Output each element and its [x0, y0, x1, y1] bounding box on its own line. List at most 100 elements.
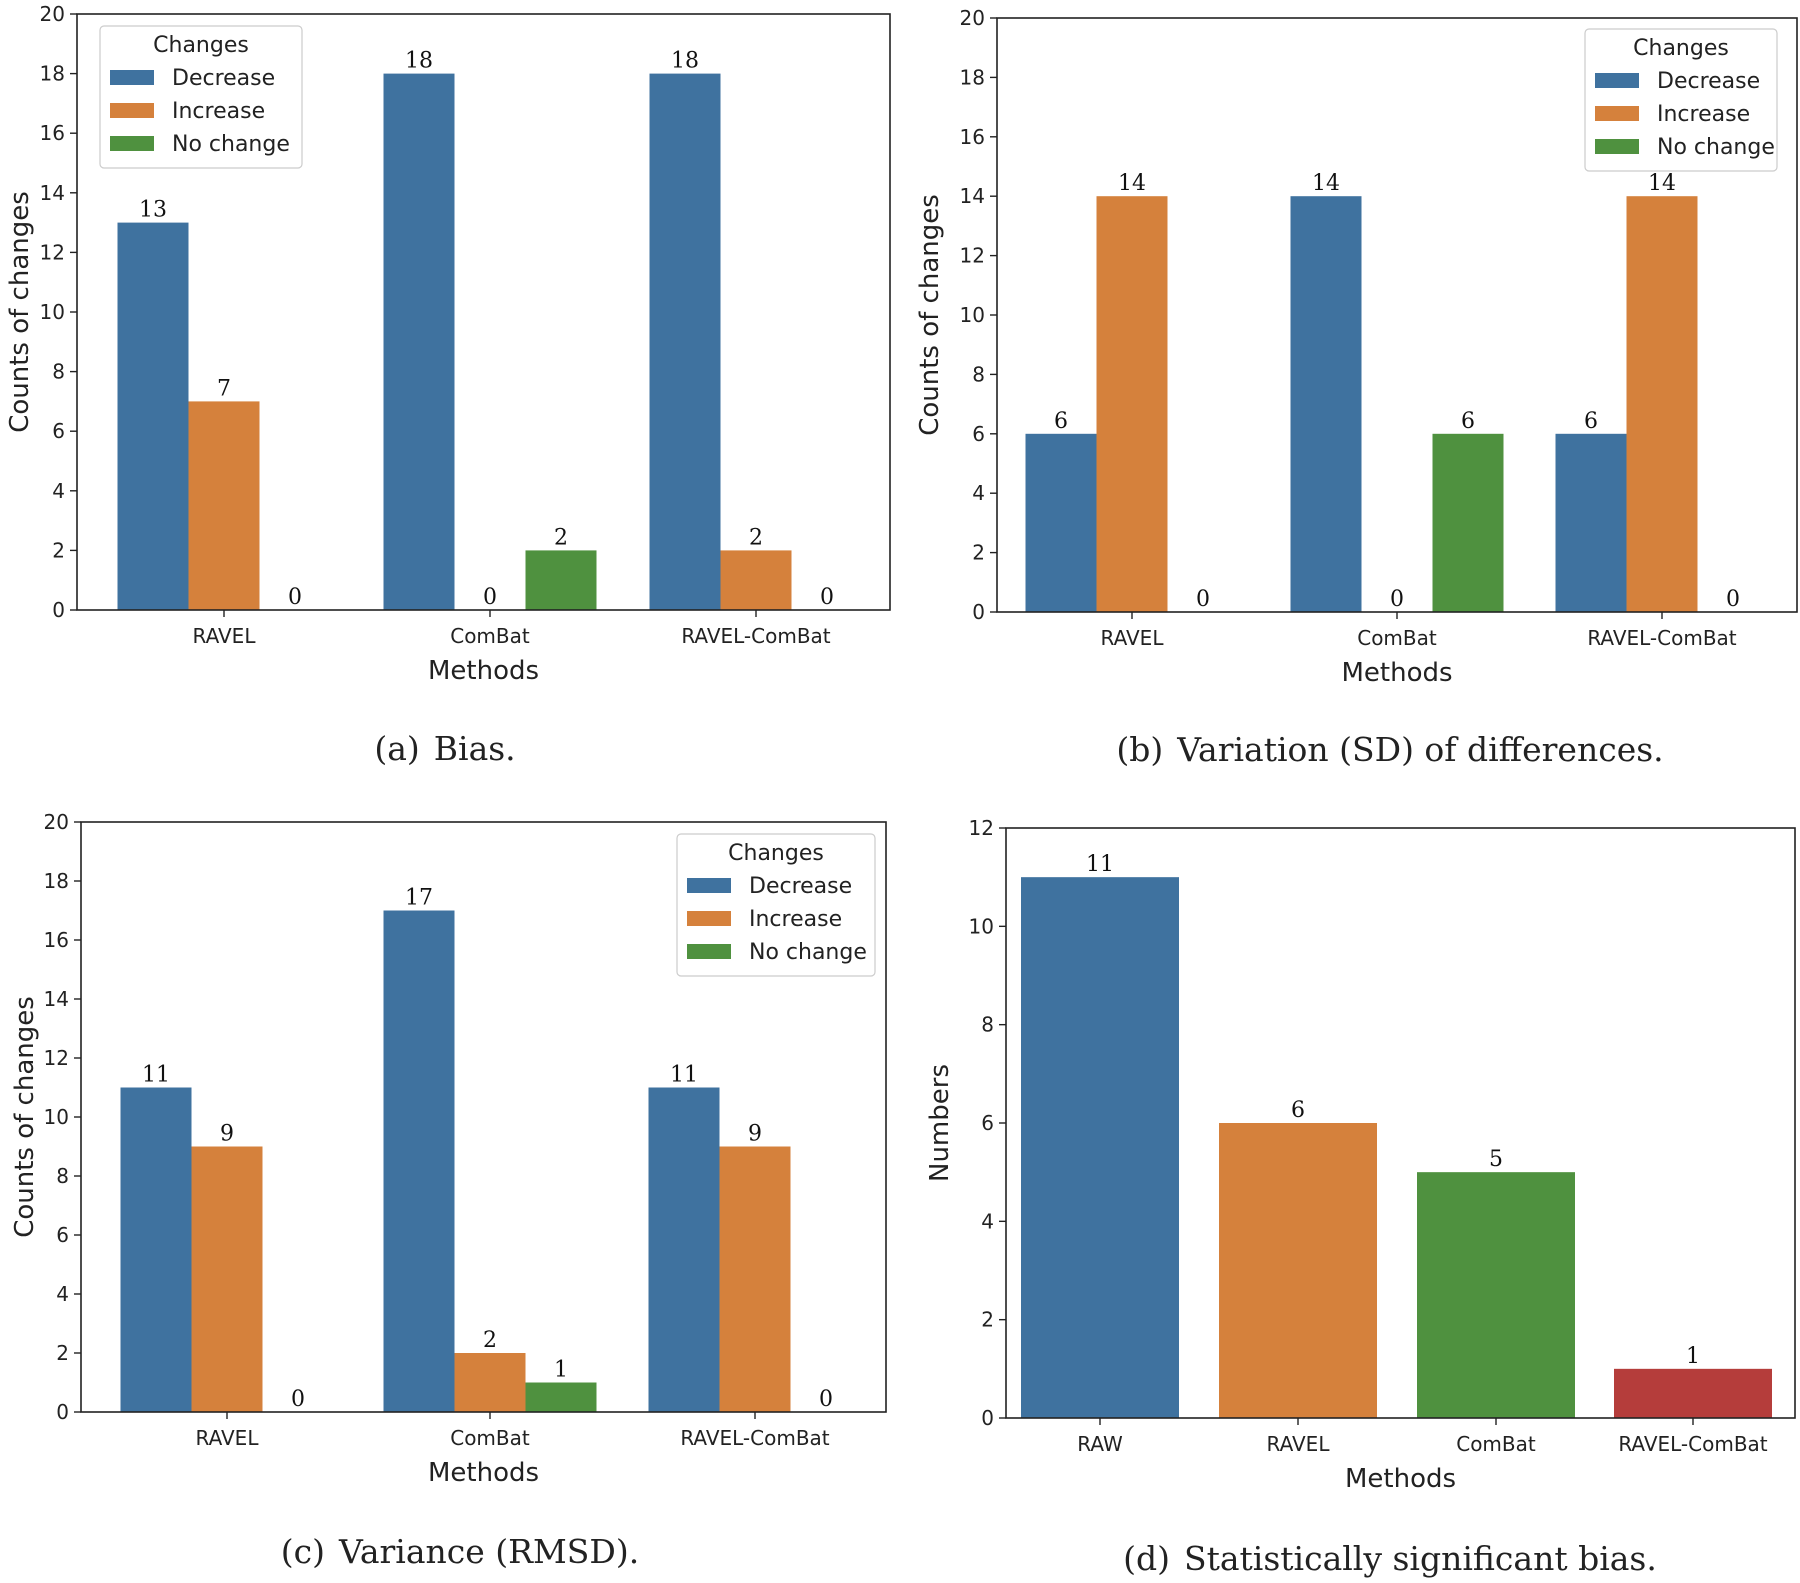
y-tick-label: 4 — [56, 1282, 69, 1306]
figure-caption: (b) Variation (SD) of differences. — [1116, 730, 1663, 769]
bar-value-label: 2 — [554, 525, 568, 550]
bars — [1025, 196, 1698, 612]
x-tick-label: RAVEL — [193, 624, 257, 648]
bar-increase-ravel-combat — [719, 1146, 791, 1412]
bar-no-change-combat — [1432, 433, 1504, 612]
x-axis: RAVEL ComBat RAVEL-ComBat — [1101, 612, 1737, 650]
caption-text: Variation (SD) of differences. — [1176, 730, 1663, 769]
bar-value-label: 18 — [405, 49, 433, 74]
x-axis-label: Methods — [428, 656, 539, 686]
y-tick-label: 8 — [52, 360, 65, 384]
bar-combat — [1417, 1172, 1575, 1418]
legend-swatch — [687, 944, 731, 959]
x-tick-label: RAVEL — [1267, 1432, 1331, 1456]
x-tick-label: ComBat — [450, 624, 530, 648]
legend-frame — [676, 833, 876, 977]
bar-increase-ravel-combat — [720, 550, 792, 610]
y-tick-label: 0 — [52, 598, 65, 622]
legend-title: Changes — [728, 841, 824, 866]
y-tick-label: 6 — [52, 419, 65, 443]
bar-increase-ravel — [188, 401, 260, 610]
bar-ravel — [1219, 1123, 1377, 1418]
y-axis: 0 2 4 6 8 10 12 14 16 18 20 — [40, 2, 77, 622]
y-tick-label: 0 — [56, 1400, 69, 1424]
bar-value-label: 0 — [820, 585, 834, 610]
bar-value-label: 18 — [671, 49, 699, 74]
bars — [1021, 877, 1772, 1418]
bar-increase-ravel — [1096, 196, 1168, 612]
y-tick-label: 6 — [972, 422, 985, 446]
bar-value-label: 7 — [217, 376, 231, 401]
bars — [117, 73, 792, 611]
x-axis-label: Methods — [1345, 1464, 1456, 1494]
bar-value-label: 2 — [483, 1328, 497, 1353]
legend-frame — [1584, 28, 1778, 172]
bar-no-change-combat — [525, 550, 597, 610]
y-tick-label: 8 — [972, 362, 985, 386]
bar-increase-ravel-combat — [1626, 196, 1698, 612]
y-tick-label: 2 — [972, 541, 985, 565]
bar-value-label: 0 — [819, 1387, 833, 1412]
y-tick-label: 12 — [960, 244, 985, 268]
x-tick-label: ComBat — [450, 1426, 530, 1450]
legend-entry: No change — [749, 940, 867, 965]
bar-value-label: 1 — [554, 1358, 568, 1383]
bar-decrease-combat — [1290, 196, 1362, 612]
caption-text: Statistically significant bias. — [1184, 1539, 1657, 1578]
y-tick-label: 14 — [960, 184, 985, 208]
legend-swatch — [687, 911, 731, 926]
bar-value-label: 0 — [291, 1387, 305, 1412]
legend-swatch — [687, 878, 731, 893]
legend-entry: Increase — [1657, 102, 1750, 127]
y-tick-label: 2 — [56, 1341, 69, 1365]
y-tick-label: 10 — [44, 1105, 69, 1129]
y-tick-label: 6 — [56, 1223, 69, 1247]
caption-letter: (c) — [281, 1532, 325, 1571]
bar-decrease-ravel-combat — [648, 1087, 720, 1412]
legend: Changes Decrease Increase No change — [676, 833, 876, 977]
caption-letter: (b) — [1116, 730, 1163, 769]
y-tick-label: 18 — [40, 62, 65, 86]
y-tick-label: 10 — [960, 303, 985, 327]
bar-value-label: 14 — [1312, 171, 1340, 196]
y-tick-label: 16 — [40, 121, 65, 145]
bar-value-label: 11 — [142, 1063, 170, 1088]
legend-title: Changes — [1633, 36, 1729, 61]
bar-value-label: 5 — [1489, 1147, 1503, 1172]
bar-value-label: 0 — [1726, 587, 1740, 612]
bar-value-label: 0 — [1390, 587, 1404, 612]
y-tick-label: 12 — [44, 1046, 69, 1070]
x-tick-label: RAVEL — [1101, 626, 1165, 650]
y-tick-label: 14 — [40, 181, 65, 205]
bar-decrease-ravel-combat — [649, 73, 721, 611]
y-tick-label: 16 — [44, 928, 69, 952]
bars — [120, 910, 791, 1412]
bar-value-labels: 6 14 6 14 0 14 0 6 0 — [1054, 171, 1740, 612]
y-axis: 0 2 4 6 8 10 12 — [969, 816, 1006, 1430]
bar-decrease-ravel — [1025, 433, 1097, 612]
x-tick-label: RAVEL-ComBat — [680, 1426, 829, 1450]
x-tick-label: RAVEL-ComBat — [1618, 1432, 1767, 1456]
legend-entry: Increase — [749, 907, 842, 932]
legend-entry: Decrease — [1657, 69, 1760, 94]
legend-title: Changes — [153, 33, 249, 58]
bar-value-label: 14 — [1118, 171, 1146, 196]
bar-value-label: 6 — [1461, 409, 1475, 434]
y-tick-label: 20 — [44, 810, 69, 834]
y-tick-label: 12 — [40, 240, 65, 264]
bar-value-label: 0 — [288, 585, 302, 610]
y-axis-label: Counts of changes — [10, 996, 40, 1238]
bar-value-label: 14 — [1648, 171, 1676, 196]
legend-swatch — [110, 103, 154, 118]
y-tick-label: 12 — [969, 816, 994, 840]
legend-entry: Decrease — [172, 66, 275, 91]
bar-value-labels: 13 18 18 7 0 2 0 2 0 — [139, 49, 834, 610]
y-tick-label: 14 — [44, 987, 69, 1011]
y-tick-label: 10 — [969, 914, 994, 938]
bar-value-label: 6 — [1291, 1098, 1305, 1123]
y-tick-label: 4 — [981, 1209, 994, 1233]
